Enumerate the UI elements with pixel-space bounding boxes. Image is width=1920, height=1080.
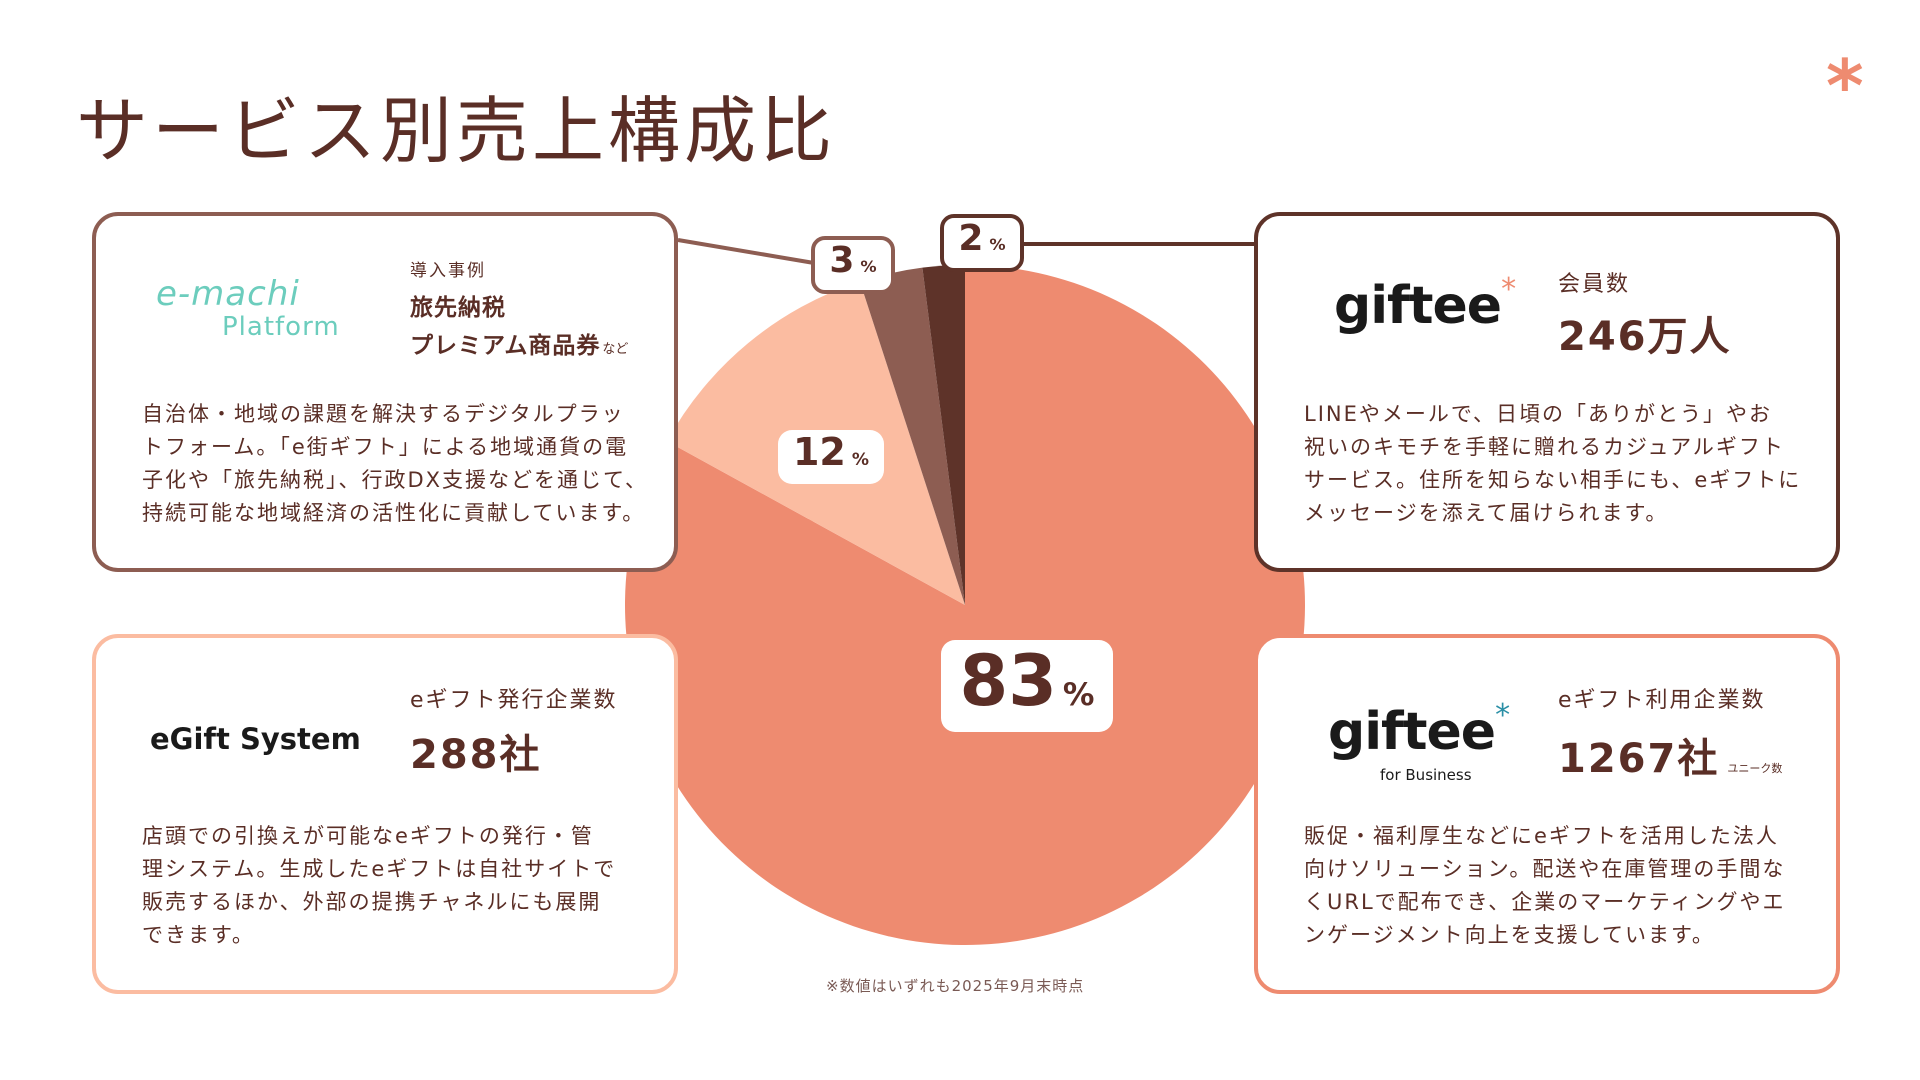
desc-line: メッセージを添えて届けられます。: [1304, 501, 1669, 525]
pct-value-2: 2: [958, 218, 984, 259]
desc-line: 店頭での引換えが可能なeギフトの発行・管: [142, 824, 594, 848]
business-logo-sub: for Business: [1380, 766, 1472, 784]
business-stat-label: eギフト利用企業数: [1558, 688, 1766, 713]
connector-emachi: [677, 238, 821, 266]
desc-line: くURLで配布でき、企業のマーケティングやエ: [1304, 890, 1786, 914]
card-egift-system: eGift System eギフト発行企業数 288社 店頭での引換えが可能なe…: [92, 634, 678, 994]
desc-line: 理システム。生成したeギフトは自社サイトで: [142, 857, 617, 881]
pie-slice-giftee: [922, 265, 965, 605]
business-stat-value: 1267社: [1558, 736, 1720, 782]
pie-slice-e-machi-platform: [859, 267, 965, 605]
footnote: ※数値はいずれも2025年9月末時点: [826, 977, 1085, 995]
emachi-line2-wrap: プレミアム商品券 など: [410, 326, 628, 360]
business-stat-row: 1267社 ユニーク数: [1558, 726, 1782, 784]
emachi-line2: プレミアム商品券: [410, 333, 601, 359]
emachi-logo-top: e-machi: [156, 274, 300, 314]
desc-line: トフォーム。「e街ギフト」による地域通貨の電: [142, 435, 629, 459]
business-logo-text: giftee: [1328, 702, 1496, 762]
pct-label-12: 12%: [778, 430, 884, 484]
pct-label-83: 83%: [941, 640, 1113, 732]
giftee-stat-label: 会員数: [1558, 272, 1631, 297]
emachi-logo-bottom: Platform: [222, 312, 340, 342]
egift-stat-label: eギフト発行企業数: [410, 688, 618, 713]
desc-line: ンゲージメント向上を支援しています。: [1304, 923, 1715, 947]
egift-stat-value: 288社: [410, 732, 542, 778]
emachi-line2-suffix: など: [602, 342, 629, 357]
egift-description: 店頭での引換えが可能なeギフトの発行・管 理システム。生成したeギフトは自社サイ…: [142, 820, 662, 952]
desc-line: できます。: [142, 923, 255, 947]
desc-line: 子化や「旅先納税」、行政DX支援などを通じて、: [142, 468, 649, 492]
desc-line: 自治体・地域の課題を解決するデジタルプラッ: [142, 402, 625, 426]
desc-line: 祝いのキモチを手軽に贈れるカジュアルギフト: [1304, 435, 1785, 459]
desc-line: 販売するほか、外部の提携チャネルにも展開: [142, 890, 602, 914]
emachi-line1: 旅先納税: [410, 295, 506, 321]
pct-value-3: 3: [829, 240, 855, 281]
giftee-description: LINEやメールで、日頃の「ありがとう」やお 祝いのキモチを手軽に贈れるカジュア…: [1304, 398, 1824, 530]
pct-label-3: 3%: [811, 236, 895, 294]
desc-line: 向けソリューション。配送や在庫管理の手間な: [1304, 857, 1786, 881]
card-giftee: giftee* 会員数 246万人 LINEやメールで、日頃の「ありがとう」やお…: [1254, 212, 1840, 572]
business-stat-suffix: ユニーク数: [1727, 762, 1783, 775]
emachi-logo: e-machi Platform: [156, 274, 356, 344]
desc-line: 販促・福利厚生などにeギフトを活用した法人: [1304, 824, 1779, 848]
desc-line: 持続可能な地域経済の活性化に貢献しています。: [142, 501, 646, 525]
pct-unit: %: [860, 257, 877, 276]
giftee-star-icon: *: [1501, 272, 1517, 307]
giftee-logo: giftee*: [1334, 272, 1516, 336]
pct-value-83: 83: [959, 640, 1057, 722]
desc-line: サービス。住所を知らない相手にも、eギフトに: [1304, 468, 1802, 492]
emachi-description: 自治体・地域の課題を解決するデジタルプラッ トフォーム。「e街ギフト」による地域…: [142, 398, 662, 530]
giftee-logo-text: giftee: [1334, 276, 1502, 336]
emachi-tag: 導入事例: [410, 261, 486, 281]
desc-line: LINEやメールで、日頃の「ありがとう」やお: [1304, 402, 1773, 426]
card-emachi-platform: e-machi Platform 導入事例 旅先納税 プレミアム商品券 など 自治…: [92, 212, 678, 572]
business-star-icon: *: [1495, 698, 1511, 733]
pct-unit: %: [989, 235, 1006, 254]
card-giftee-for-business: giftee* for Business eギフト利用企業数 1267社 ユニーク…: [1254, 634, 1840, 994]
pct-unit: %: [851, 450, 870, 470]
pct-unit: %: [1062, 677, 1095, 713]
egift-logo: eGift System: [150, 722, 361, 756]
pct-value-12: 12: [792, 430, 846, 474]
business-logo: giftee* for Business: [1328, 698, 1528, 784]
business-description: 販促・福利厚生などにeギフトを活用した法人 向けソリューション。配送や在庫管理の…: [1304, 820, 1824, 952]
giftee-stat-value: 246万人: [1558, 314, 1732, 360]
pct-label-2: 2%: [940, 214, 1024, 272]
asterisk-mark-icon: *: [1826, 44, 1864, 128]
page-title: サービス別売上構成比: [76, 89, 837, 173]
